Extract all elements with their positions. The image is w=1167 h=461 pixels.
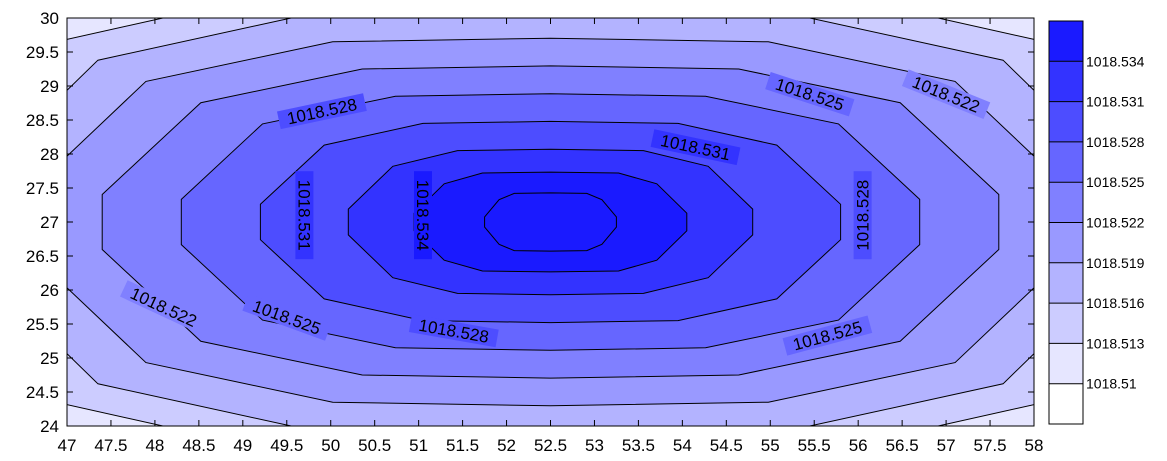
x-tick-label: 57	[937, 436, 956, 455]
x-tick-label: 54.5	[710, 436, 743, 455]
colorbar-swatch	[1049, 222, 1083, 263]
x-tick-label: 48.5	[182, 436, 215, 455]
y-tick-label: 25	[40, 349, 59, 368]
y-axis: 24 24.5 25 25.5 26 26.5 27 27.5 28 28.5 29 29.5 30	[26, 9, 1034, 436]
x-tick-label: 53.5	[622, 436, 655, 455]
contour-label: 1018.534	[413, 180, 432, 251]
x-tick-label: 48	[145, 436, 164, 455]
x-tick-label: 55	[761, 436, 780, 455]
colorbar-label: 1018.513	[1086, 335, 1145, 351]
colorbar-swatch	[1049, 101, 1083, 142]
colorbar-label: 1018.51	[1086, 376, 1137, 392]
colorbar-swatch	[1049, 141, 1083, 183]
y-tick-label: 28	[40, 145, 59, 164]
y-tick-label: 25.5	[26, 315, 59, 334]
contour-label-bg	[242, 293, 332, 341]
colorbar-label: 1018.522	[1086, 215, 1145, 231]
y-tick-label: 28.5	[26, 111, 59, 130]
y-tick-label: 24.5	[26, 383, 59, 402]
x-tick-label: 52.5	[534, 436, 567, 455]
x-tick-label: 49.5	[270, 436, 303, 455]
contour-line-1018.528	[347, 148, 754, 296]
contour-label-bg	[414, 171, 432, 260]
colorbar-label: 1018.528	[1086, 134, 1145, 150]
colorbar-label: 1018.534	[1086, 53, 1145, 69]
x-tick-label: 47	[58, 436, 77, 455]
x-tick-label: 47.5	[94, 436, 127, 455]
x-tick-label: 51.5	[446, 436, 479, 455]
x-tick-label: 49	[233, 436, 252, 455]
colorbar-swatch	[1049, 303, 1083, 344]
contour-line-1018.531	[413, 171, 688, 273]
contour-line-1018.534	[484, 192, 617, 252]
contour-label-bg	[650, 129, 741, 166]
contour-label-bg	[901, 69, 991, 120]
y-tick-label: 26	[40, 281, 59, 300]
colorbar-label: 1018.525	[1086, 174, 1145, 190]
x-tick-label: 50.5	[358, 436, 391, 455]
colorbar-label: 1018.516	[1086, 295, 1145, 311]
x-tick-label: 52	[497, 436, 516, 455]
contour-label: 1018.528	[854, 180, 873, 251]
colorbar-swatch	[1049, 21, 1083, 62]
colorbar-label: 1018.519	[1086, 255, 1145, 271]
x-tick-label: 54	[673, 436, 692, 455]
contour-label-bg	[276, 93, 367, 130]
colorbar-swatch	[1049, 343, 1083, 384]
colorbar-swatch	[1049, 182, 1083, 223]
x-tick-label: 51	[409, 436, 428, 455]
x-tick-label: 53	[585, 436, 604, 455]
contour-label-bg	[853, 171, 872, 260]
contour-label-bg	[765, 72, 855, 117]
colorbar-swatch	[1049, 383, 1083, 424]
contour-label-bg	[408, 314, 499, 348]
contour-label-group: 1018.528	[853, 171, 873, 260]
contour-label-bg	[120, 280, 208, 334]
contour-line-1018.513	[67, 18, 1034, 426]
y-tick-label: 24	[40, 417, 59, 436]
x-tick-label: 57.5	[973, 436, 1006, 455]
y-tick-label: 26.5	[26, 247, 59, 266]
contour-label-group: 1018.531	[294, 171, 314, 260]
contour-label: 1018.531	[294, 180, 313, 251]
contour-label-bg	[782, 315, 873, 356]
colorbar-swatch	[1049, 61, 1083, 102]
colorbar: 1018.534 1018.531 1018.528 1018.525 1018.522…	[1048, 20, 1145, 425]
contour-line-1018.516	[67, 37, 1034, 407]
x-tick-label: 56	[849, 436, 868, 455]
contour-band-9	[484, 192, 617, 252]
y-tick-label: 29.5	[26, 43, 59, 62]
x-tick-label: 56.5	[886, 436, 919, 455]
contour-line-1018.525	[259, 120, 842, 324]
y-tick-label: 27.5	[26, 179, 59, 198]
y-tick-label: 27	[40, 213, 59, 232]
y-tick-label: 29	[40, 77, 59, 96]
colorbar-label: 1018.531	[1086, 94, 1145, 110]
colorbar-swatch	[1049, 262, 1083, 304]
x-tick-label: 55.5	[798, 436, 831, 455]
contour-label-bg	[295, 171, 314, 260]
x-tick-label: 58	[1025, 436, 1044, 455]
contour-label-group: 1018.534	[413, 171, 432, 260]
contour-line-1018.519	[101, 65, 1000, 379]
x-tick-label: 50	[321, 436, 340, 455]
y-tick-label: 30	[40, 9, 59, 28]
x-axis: 47 47.5 48 48.5 49 49.5 50 50.5 51 51.5 52 52.5 53 53…	[58, 18, 1044, 455]
